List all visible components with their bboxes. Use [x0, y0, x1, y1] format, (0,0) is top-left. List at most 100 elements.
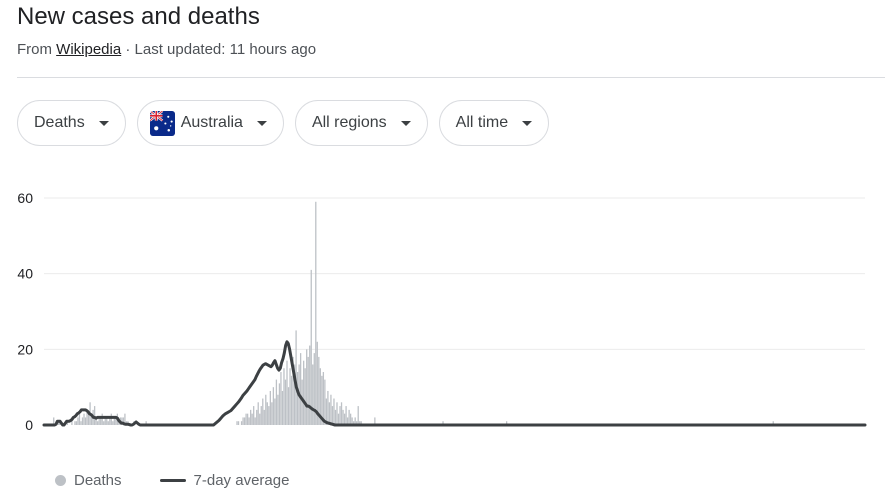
- deaths-bar: [107, 421, 109, 425]
- deaths-bar: [293, 364, 296, 425]
- deaths-bar: [310, 269, 312, 425]
- deaths-bar: [357, 406, 359, 425]
- region-dropdown[interactable]: All regions: [294, 100, 428, 146]
- deaths-bar: [275, 379, 278, 425]
- deaths-bar: [237, 421, 240, 425]
- deaths-bar: [354, 417, 356, 425]
- deaths-bar: [246, 413, 249, 425]
- region-label: All regions: [311, 114, 387, 131]
- deaths-bar: [257, 402, 259, 425]
- deaths-bar: [83, 413, 85, 425]
- deaths-bar: [248, 417, 250, 425]
- deaths-bar: [74, 421, 76, 425]
- deaths-bar: [81, 417, 84, 425]
- deaths-bar: [118, 421, 120, 425]
- y-tick-label: 40: [17, 266, 33, 282]
- deaths-bar: [254, 417, 256, 425]
- deaths-bar: [331, 406, 334, 425]
- chevron-down-icon: [522, 120, 533, 126]
- deaths-bar: [340, 402, 343, 425]
- divider: [17, 77, 885, 78]
- deaths-bar: [290, 375, 293, 425]
- deaths-bar: [318, 356, 320, 425]
- deaths-bar: [309, 345, 311, 425]
- deaths-bar: [277, 394, 279, 425]
- deaths-bar: [322, 372, 325, 425]
- deaths-bar: [260, 406, 262, 425]
- country-dropdown[interactable]: Australia: [136, 100, 284, 146]
- deaths-bar: [772, 421, 774, 425]
- deaths-bar: [53, 417, 55, 425]
- deaths-bar: [242, 417, 244, 425]
- deaths-bar: [359, 421, 361, 425]
- deaths-bar: [106, 417, 108, 425]
- chevron-down-icon: [98, 120, 109, 126]
- deaths-bar: [301, 379, 303, 425]
- deaths-bar: [313, 353, 315, 425]
- metric-dropdown[interactable]: Deaths: [17, 100, 126, 146]
- deaths-bar: [272, 387, 275, 425]
- deaths-bar: [321, 375, 323, 425]
- deaths-bars: [53, 201, 774, 425]
- deaths-bar: [240, 421, 243, 425]
- wikipedia-link[interactable]: Wikipedia: [56, 41, 122, 58]
- deaths-bar: [304, 368, 306, 425]
- deaths-bar: [269, 390, 271, 425]
- deaths-legend-label: Deaths: [74, 472, 122, 489]
- deaths-bar: [303, 360, 305, 425]
- deaths-bar: [101, 413, 103, 425]
- deaths-bar: [104, 417, 106, 425]
- deaths-bar: [316, 341, 318, 425]
- deaths-bar: [77, 417, 79, 425]
- deaths-bar: [268, 406, 270, 425]
- deaths-bar: [90, 413, 93, 425]
- deaths-bar: [87, 413, 90, 425]
- time-dropdown[interactable]: All time: [438, 100, 550, 146]
- deaths-bar: [299, 353, 302, 425]
- deaths-bar: [328, 402, 331, 425]
- deaths-bar: [57, 421, 59, 425]
- deaths-bar: [259, 413, 261, 425]
- deaths-bar: [343, 413, 346, 425]
- deaths-bar: [95, 417, 97, 425]
- deaths-bar: [360, 421, 362, 425]
- deaths-bar: [327, 390, 329, 425]
- y-axis-ticks: 60 40 20 0: [17, 190, 33, 433]
- y-tick-label: 60: [17, 190, 33, 206]
- deaths-bar: [506, 421, 508, 425]
- chevron-down-icon: [400, 120, 411, 126]
- deaths-bar: [110, 413, 112, 425]
- filter-chips: Deaths Australia: [17, 100, 560, 146]
- y-tick-label: 20: [17, 341, 33, 357]
- time-label: All time: [455, 114, 509, 131]
- deaths-bar: [281, 390, 284, 425]
- deaths-bar: [283, 368, 285, 425]
- deaths-bar: [122, 417, 125, 425]
- deaths-bar: [262, 398, 264, 425]
- average-line: [42, 340, 867, 427]
- deaths-bar: [93, 406, 96, 425]
- deaths-bar: [124, 413, 126, 425]
- deaths-bar: [278, 383, 281, 425]
- chart-legend: Deaths 7-day average: [55, 472, 289, 489]
- country-label: Australia: [180, 114, 243, 131]
- deaths-bar: [256, 409, 258, 425]
- deaths-bar: [351, 417, 353, 425]
- average-line-path: [42, 340, 867, 427]
- chart-grid: [44, 197, 865, 350]
- deaths-bar: [348, 409, 350, 425]
- deaths-bar: [312, 364, 314, 425]
- deaths-bar: [265, 394, 267, 425]
- deaths-chart: 60 40 20 0: [17, 190, 867, 433]
- deaths-bar: [75, 421, 78, 425]
- deaths-bar: [342, 409, 344, 425]
- page-title: New cases and deaths: [17, 3, 260, 30]
- deaths-bar: [296, 372, 299, 425]
- deaths-bar: [280, 372, 282, 425]
- deaths-bar: [274, 398, 276, 425]
- deaths-bar: [243, 417, 246, 425]
- deaths-bar: [271, 402, 273, 425]
- deaths-bar: [356, 421, 358, 425]
- deaths-bar: [97, 421, 99, 425]
- deaths-bar: [245, 413, 247, 425]
